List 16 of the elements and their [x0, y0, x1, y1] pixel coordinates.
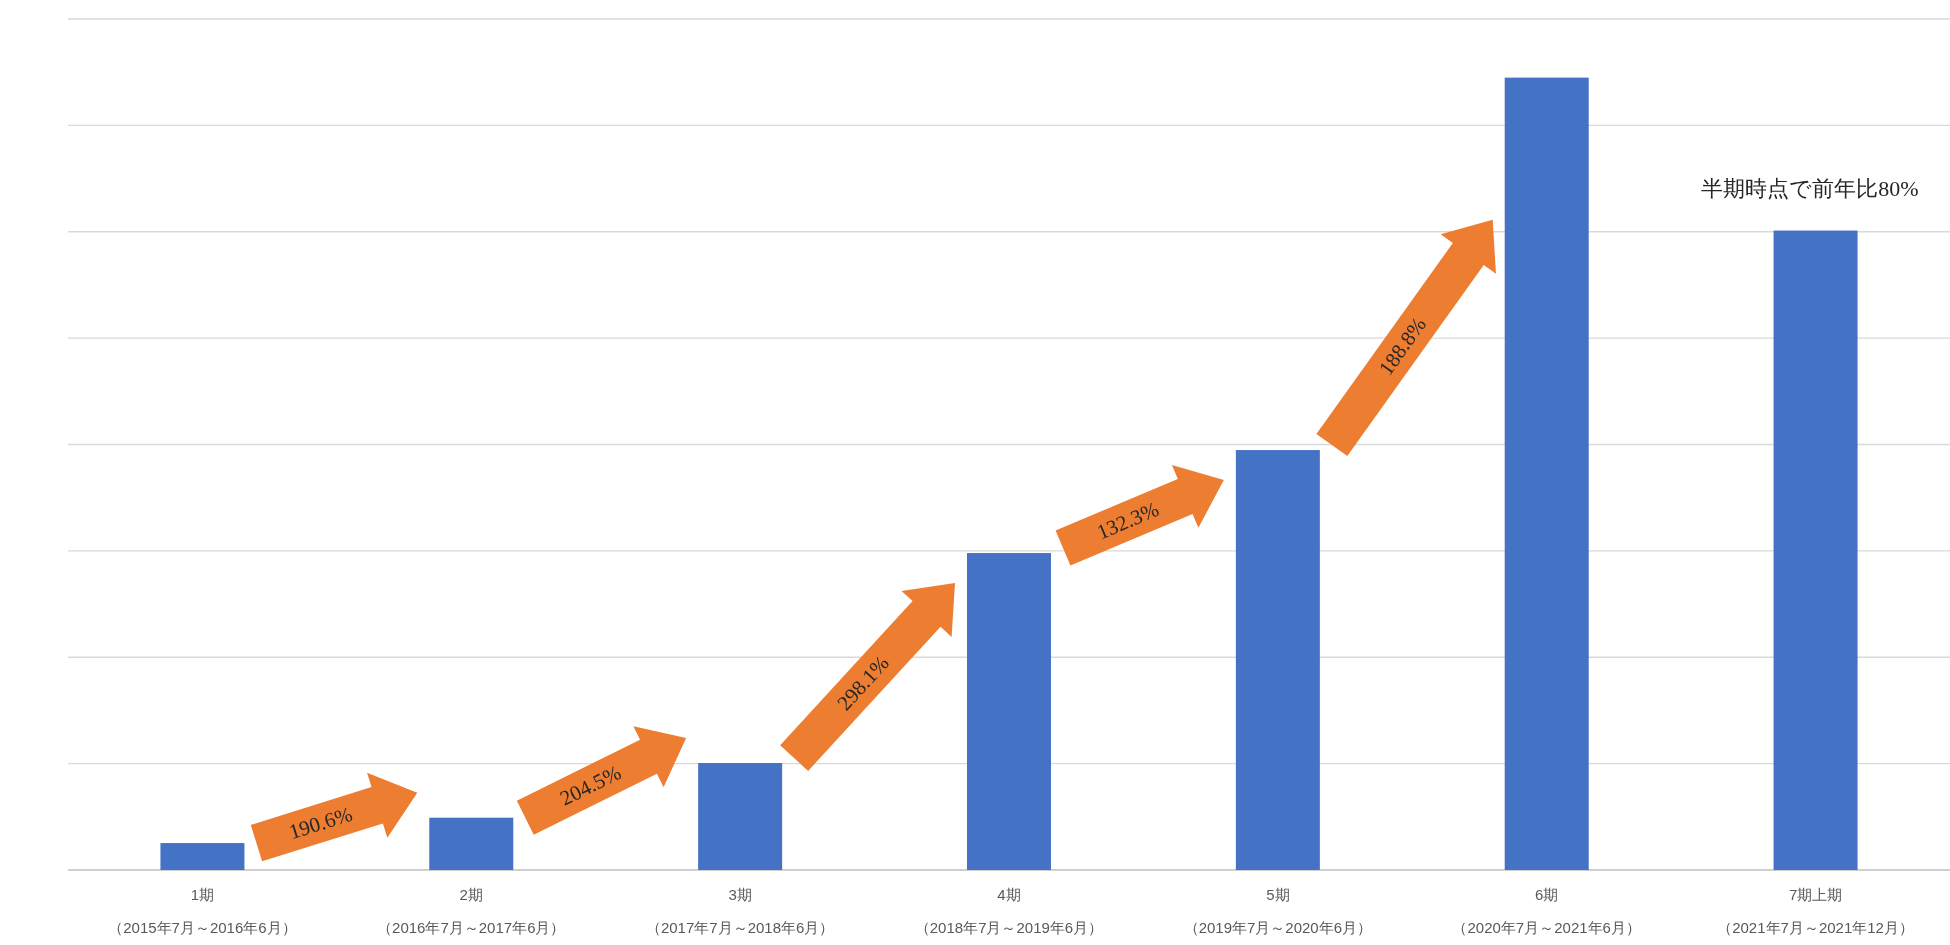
annotation: 190.6%	[286, 801, 356, 845]
bar	[1504, 77, 1589, 870]
x-tick-label: 2期（2016年7月～2017年6月）	[377, 886, 566, 936]
x-tick-label: 5期（2019年7月～2020年6月）	[1183, 886, 1373, 936]
bar	[1235, 450, 1320, 870]
annotation: 半期時点で前年比80%	[1701, 175, 1919, 201]
x-tick-label: 3期（2017年7月～2018年6月）	[645, 886, 835, 936]
x-tick-label: 6期（2020年7月～2021年6月）	[1452, 886, 1641, 936]
x-tick-label: 1期（2015年7月～2016年6月）	[108, 886, 297, 936]
bar	[698, 763, 783, 870]
bar	[429, 817, 514, 870]
bar	[1773, 230, 1858, 870]
bar	[967, 553, 1051, 870]
x-tick-label: 4期（2018年7月～2019年6月）	[914, 886, 1104, 936]
x-tick-label: 7期上期（2021年7月～2021年12月）	[1717, 886, 1914, 936]
bar	[160, 843, 245, 870]
